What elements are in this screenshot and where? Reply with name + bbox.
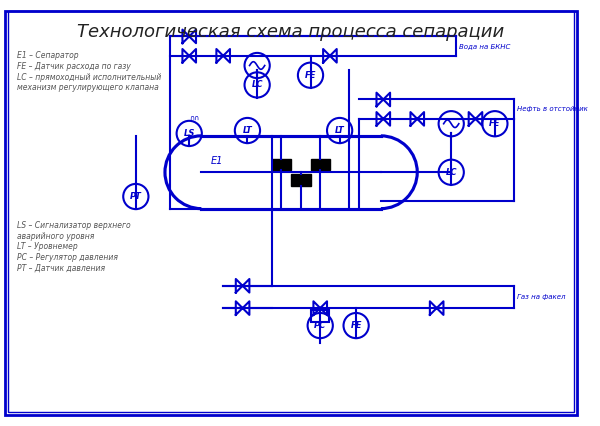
Text: LS – Сигнализатор верхнего: LS – Сигнализатор верхнего <box>17 221 131 230</box>
Text: LC: LC <box>251 81 263 89</box>
Text: PC: PC <box>314 321 326 330</box>
Text: аварийного уровня: аварийного уровня <box>17 232 95 241</box>
Text: Технологическая схема процесса сепарации: Технологическая схема процесса сепарации <box>77 23 505 40</box>
Text: FE: FE <box>350 321 362 330</box>
Text: LT: LT <box>335 126 344 135</box>
Bar <box>311 310 329 322</box>
Text: Газ на факел: Газ на факел <box>517 294 566 300</box>
Text: Вода на БКНС: Вода на БКНС <box>459 43 511 49</box>
Text: FE: FE <box>305 71 316 80</box>
Text: LT – Уровнемер: LT – Уровнемер <box>17 242 78 251</box>
Bar <box>291 174 311 186</box>
Text: LS: LS <box>184 129 195 138</box>
Text: FE – Датчик расхода по газу: FE – Датчик расхода по газу <box>17 62 131 71</box>
Text: FE: FE <box>489 119 500 128</box>
Text: PT – Датчик давления: PT – Датчик давления <box>17 264 106 273</box>
Text: механизм регулирующего клапана: механизм регулирующего клапана <box>17 83 159 92</box>
Text: LC – прямоходный исполнительный: LC – прямоходный исполнительный <box>17 73 162 82</box>
Bar <box>311 158 330 170</box>
Text: LC: LC <box>445 168 457 177</box>
Text: LT: LT <box>242 126 253 135</box>
Text: ∩∩: ∩∩ <box>189 115 199 121</box>
Text: E1: E1 <box>211 155 223 166</box>
Text: PC – Регулятор давления: PC – Регулятор давления <box>17 253 118 262</box>
Text: E1 – Сепаратор: E1 – Сепаратор <box>17 51 79 60</box>
Text: PT: PT <box>130 192 142 201</box>
Text: Нефть в отстойник: Нефть в отстойник <box>517 106 588 112</box>
Bar <box>272 158 291 170</box>
